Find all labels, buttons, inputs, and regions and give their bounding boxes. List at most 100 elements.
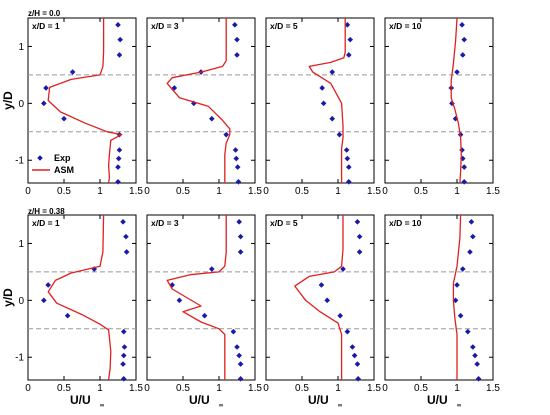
x-tick-label: 1 <box>97 383 103 394</box>
exp-point <box>461 179 467 185</box>
x-tick-label: 0 <box>25 186 31 197</box>
exp-point <box>120 328 127 335</box>
y-tick-label: -1 <box>15 353 24 364</box>
x-tick-label: 1.5 <box>486 383 500 394</box>
panel-title: x/D = 10 <box>389 218 422 228</box>
exp-point <box>467 249 473 255</box>
x-axis-label-subscript: ∞ <box>100 403 104 409</box>
exp-point <box>169 282 175 288</box>
exp-point <box>459 155 466 162</box>
panel-0-0: 0 0.5 1 1.5 -1 0 1 x/D = 1 <box>15 17 143 197</box>
y-axis-label: y/D <box>1 288 15 307</box>
panel-frame <box>27 214 137 381</box>
x-tick-label: 1 <box>454 383 460 394</box>
exp-point <box>465 328 471 335</box>
exp-point <box>69 69 76 75</box>
row-label-top: z/H = 0.0 <box>28 9 61 18</box>
exp-point <box>123 249 130 255</box>
exp-point <box>64 312 71 319</box>
legend: Exp ASM <box>32 153 74 175</box>
exp-point <box>236 352 242 359</box>
panel-title: x/D = 1 <box>32 218 60 228</box>
exp-point <box>449 100 455 107</box>
x-tick-label: 0 <box>382 383 388 394</box>
x-tick-label: 0.5 <box>176 186 190 197</box>
x-tick-label: 1 <box>454 186 460 197</box>
exp-point <box>230 328 237 335</box>
y-axis-label: y/D <box>1 91 15 110</box>
exp-point <box>454 282 460 288</box>
exp-point <box>120 376 127 382</box>
panel-0-3: 0 0.5 1 1.5 x/D = 10 <box>382 17 500 197</box>
x-tick-label: 1 <box>335 383 341 394</box>
exp-point <box>356 249 363 255</box>
panel-frame <box>27 17 137 184</box>
exp-point <box>454 69 460 75</box>
x-tick-label: 1.5 <box>248 383 262 394</box>
x-tick-label: 1.5 <box>248 186 262 197</box>
x-tick-label: 0.5 <box>295 186 309 197</box>
exp-point <box>318 282 325 288</box>
exp-point <box>236 219 242 225</box>
y-tick-label: 1 <box>18 239 24 250</box>
exp-point <box>232 22 238 28</box>
exp-point <box>344 328 351 335</box>
exp-point <box>120 352 127 359</box>
panel-title: x/D = 5 <box>270 21 298 31</box>
x-tick-label: 0 <box>144 186 150 197</box>
exp-point <box>209 266 215 272</box>
exp-point <box>340 266 346 272</box>
x-tick-label: 1 <box>216 383 222 394</box>
exp-point <box>61 115 67 122</box>
exp-point <box>115 155 122 162</box>
panel-frame <box>265 17 375 184</box>
exp-point <box>115 179 121 185</box>
exp-point <box>232 147 239 153</box>
exp-point <box>336 131 343 138</box>
exp-point <box>209 115 215 122</box>
exp-point <box>237 233 244 240</box>
exp-point <box>116 52 123 58</box>
row-label-bottom: z/H = 0.38 <box>28 207 65 216</box>
x-axis-label: U/U <box>70 393 91 407</box>
exp-point <box>346 179 352 185</box>
asm-line <box>166 215 227 380</box>
panel-title: x/D = 1 <box>32 21 60 31</box>
exp-point <box>459 147 465 153</box>
panel-frame <box>146 214 256 381</box>
exp-point <box>468 219 475 225</box>
exp-point <box>43 85 49 91</box>
exp-point <box>234 52 240 58</box>
panel-title: x/D = 5 <box>270 218 298 228</box>
exp-point <box>470 344 476 350</box>
panel-1-0: 0 0.5 1 1.5 -1 0 1 x/D = 1 U/U ∞ <box>15 214 143 409</box>
asm-line <box>308 18 346 183</box>
exp-point <box>237 376 244 382</box>
exp-point <box>201 312 208 319</box>
exp-point <box>120 361 126 367</box>
exp-point <box>329 69 336 75</box>
panel-1-1: 0 0.5 1 1.5 x/D = 3 U/U ∞ <box>144 214 262 409</box>
y-tick-label: 0 <box>18 99 24 110</box>
panel-0-1: 0 0.5 1 1.5 x/D = 3 <box>144 17 262 197</box>
exp-point <box>461 164 467 170</box>
x-tick-label: 1 <box>335 186 341 197</box>
y-tick-label: 1 <box>18 42 24 53</box>
exp-point <box>115 22 121 28</box>
exp-point <box>475 376 482 382</box>
x-axis-label-subscript: ∞ <box>457 403 461 409</box>
x-tick-label: 0.5 <box>57 383 71 394</box>
x-axis-label-subscript: ∞ <box>219 403 223 409</box>
exp-point <box>171 85 178 91</box>
x-axis-label: U/U <box>308 393 329 407</box>
panel-frame <box>384 214 494 381</box>
exp-point <box>474 361 480 367</box>
legend-exp-marker <box>37 155 43 161</box>
exp-point <box>347 36 354 43</box>
legend-asm-label: ASM <box>54 165 74 175</box>
x-tick-label: 0.5 <box>414 186 428 197</box>
panel-title: x/D = 3 <box>151 21 179 31</box>
exp-point <box>116 147 123 153</box>
x-tick-label: 0.5 <box>414 383 428 394</box>
